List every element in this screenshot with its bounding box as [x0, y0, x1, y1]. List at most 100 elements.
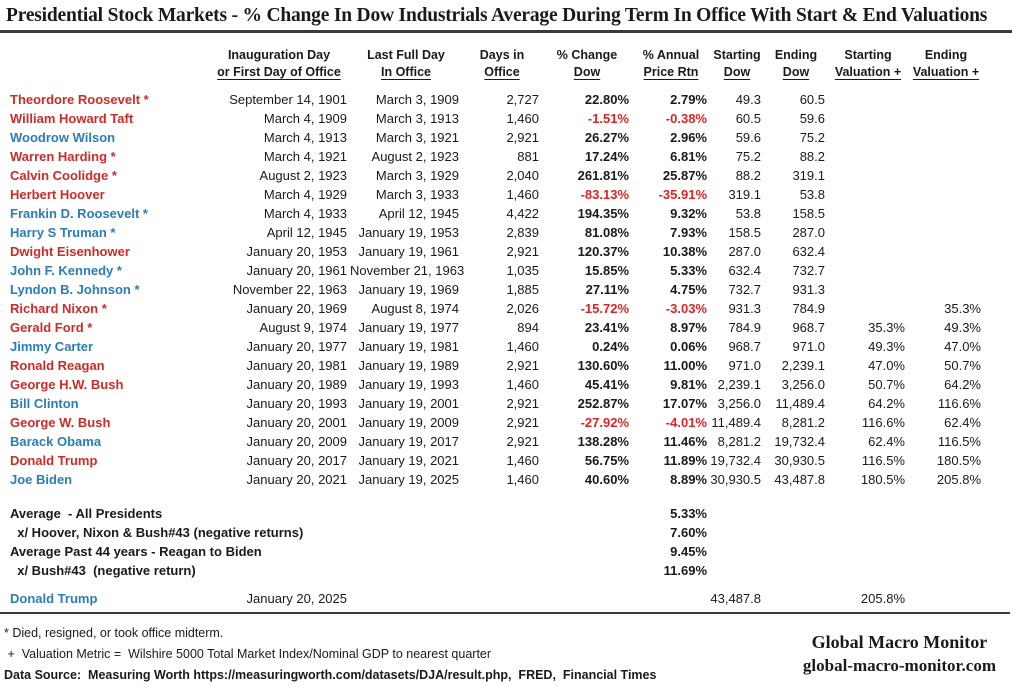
pct-change-dow: 81.08%	[584, 225, 629, 240]
ending-dow: 3,256.0	[781, 377, 825, 392]
president-name: Jimmy Carter	[10, 339, 94, 354]
starting-valuation	[828, 185, 908, 204]
last-full-day: January 19, 1977	[358, 320, 459, 335]
starting-valuation: 180.5%	[860, 472, 905, 487]
ending-dow: 75.2	[799, 130, 825, 145]
ending-dow: 632.4	[792, 244, 825, 259]
footnotes: * Died, resigned, or took office midterm…	[0, 614, 1024, 686]
ending-dow: 287.0	[792, 225, 825, 240]
col-header-pct-change-dow: % Change Dow	[556, 48, 618, 79]
days-in-office: 2,921	[506, 415, 539, 430]
starting-dow: 88.2	[735, 168, 761, 183]
pct-change-dow: 17.24%	[584, 149, 629, 164]
col-header-days-in-office: Days in Office	[479, 48, 525, 79]
starting-dow: 30,930.5	[710, 472, 761, 487]
table-header-row: Inauguration Day or First Day of Office …	[6, 33, 984, 90]
table-row: Herbert Hoover March 4, 1929 March 3, 1933…	[6, 185, 984, 204]
last-full-day: March 3, 1929	[375, 168, 459, 183]
ending-dow: 11,489.4	[775, 396, 825, 411]
president-name: George W. Bush	[10, 415, 111, 430]
brand-url: global-macro-monitor.com	[802, 656, 996, 675]
president-name: Herbert Hoover	[10, 187, 105, 202]
summary-label: x/ Hoover, Nixon & Bush#43 (negative ret…	[10, 525, 304, 540]
pct-annual-return: 11.46%	[663, 434, 707, 449]
inauguration-date: January 20, 2009	[246, 434, 347, 449]
starting-dow: 59.6	[735, 130, 761, 145]
presidential-stock-table: Inauguration Day or First Day of Office …	[6, 33, 984, 608]
president-name: Joe Biden	[10, 472, 73, 487]
ending-valuation	[908, 109, 984, 128]
days-in-office: 2,921	[506, 358, 539, 373]
president-name: Dwight Eisenhower	[10, 244, 130, 259]
starting-valuation	[828, 147, 908, 166]
summary-value: 5.33%	[670, 506, 707, 521]
last-full-day: January 19, 1961	[358, 244, 459, 259]
pct-change-dow: 40.60%	[584, 472, 629, 487]
pct-annual-return: -4.01%	[665, 415, 707, 430]
table-row: Barack Obama January 20, 2009 January 19, …	[6, 432, 984, 451]
summary-filler	[710, 504, 984, 523]
starting-valuation: 116.5%	[861, 453, 905, 468]
ending-dow: 53.8	[799, 187, 825, 202]
starting-dow: 3,256.0	[717, 396, 761, 411]
days-in-office: 1,460	[506, 187, 539, 202]
ending-dow: 43,487.8	[774, 472, 825, 487]
starting-dow: 287.0	[728, 244, 761, 259]
ending-dow: 319.1	[792, 168, 825, 183]
pct-annual-return: -3.03%	[665, 301, 707, 316]
starting-dow: 158.5	[728, 225, 761, 240]
days-in-office: 2,727	[506, 92, 539, 107]
inauguration-date: August 9, 1974	[259, 320, 347, 335]
inauguration-date: March 4, 1921	[263, 149, 347, 164]
president-name: Bill Clinton	[10, 396, 79, 411]
ending-valuation	[908, 185, 984, 204]
pct-annual-return: -35.91%	[658, 187, 707, 202]
days-in-office: 1,460	[506, 377, 539, 392]
pct-change-dow	[542, 589, 632, 608]
ending-dow: 60.5	[799, 92, 825, 107]
table-row: William Howard Taft March 4, 1909 March 3,…	[6, 109, 984, 128]
president-name: George H.W. Bush	[10, 377, 124, 392]
president-name: Theordore Roosevelt *	[10, 92, 149, 107]
president-name: Harry S Truman *	[10, 225, 116, 240]
footnote-data-source: Data Source: Measuring Worth https://mea…	[4, 668, 657, 682]
pct-change-dow: 120.37%	[577, 244, 629, 259]
pct-annual-return: 25.87%	[662, 168, 707, 183]
ending-dow: 971.0	[792, 339, 825, 354]
president-name: Frankin D. Roosevelt *	[10, 206, 148, 221]
last-full-day: November 21, 1963	[350, 263, 465, 278]
ending-valuation: 116.6%	[937, 396, 981, 411]
last-full-day: January 19, 2021	[358, 453, 459, 468]
ending-valuation	[908, 166, 984, 185]
days-in-office: 2,921	[506, 396, 539, 411]
ending-dow: 2,239.1	[781, 358, 825, 373]
starting-dow: 931.3	[728, 301, 761, 316]
ending-valuation	[908, 204, 984, 223]
last-full-day: August 8, 1974	[371, 301, 459, 316]
starting-dow: 11,489.4	[711, 415, 761, 430]
table-row: Ronald Reagan January 20, 1981 January 19,…	[6, 356, 984, 375]
days-in-office: 2,040	[506, 168, 539, 183]
ending-valuation	[908, 223, 984, 242]
table-row: John F. Kennedy * January 20, 1961 Novembe…	[6, 261, 984, 280]
summary-value: 7.60%	[670, 525, 707, 540]
spacer-row	[6, 580, 984, 589]
brand-name: Global Macro Monitor	[811, 632, 988, 652]
inauguration-date: November 22, 1963	[232, 282, 347, 297]
pct-change-dow: 261.81%	[577, 168, 629, 183]
pct-change-dow: 56.75%	[584, 453, 629, 468]
pct-change-dow: 45.41%	[584, 377, 629, 392]
summary-label: Average Past 44 years - Reagan to Biden	[10, 544, 262, 559]
last-full-day: January 19, 1989	[358, 358, 459, 373]
summary-row: x/ Hoover, Nixon & Bush#43 (negative ret…	[6, 523, 984, 542]
table-body: Theordore Roosevelt * September 14, 1901 M…	[6, 90, 984, 608]
inauguration-date: January 20, 2001	[246, 415, 347, 430]
ending-valuation: 62.4%	[944, 415, 981, 430]
starting-valuation: 35.3%	[868, 320, 905, 335]
starting-dow: 971.0	[728, 358, 761, 373]
last-full-day: January 19, 2025	[358, 472, 459, 487]
starting-valuation: 116.6%	[861, 415, 905, 430]
starting-valuation: 47.0%	[868, 358, 905, 373]
pct-change-dow: 15.85%	[584, 263, 629, 278]
col-header-pct-annual: % Annual Price Rtn	[642, 48, 700, 79]
